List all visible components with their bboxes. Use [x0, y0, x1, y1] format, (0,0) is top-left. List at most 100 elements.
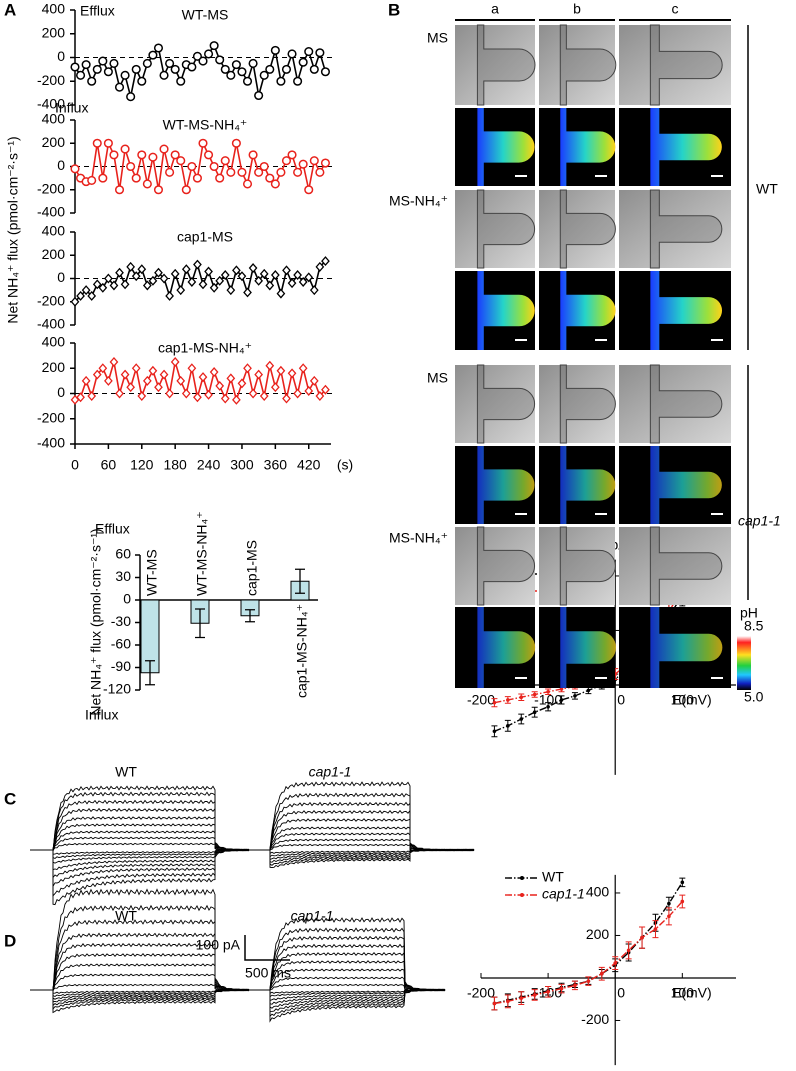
point — [87, 76, 97, 86]
point — [115, 267, 124, 278]
point — [506, 698, 510, 702]
point — [259, 391, 269, 402]
point — [137, 150, 147, 160]
current-trace — [30, 988, 250, 1007]
current-trace — [30, 931, 250, 992]
point — [148, 50, 158, 60]
y-tick-label: 200 — [42, 134, 66, 150]
y-tick-label: 200 — [42, 246, 66, 262]
point — [193, 259, 202, 270]
point — [254, 167, 264, 177]
brightfield-image — [619, 25, 731, 105]
column-label: a — [491, 1, 499, 17]
y-tick-label: -200 — [37, 409, 65, 425]
point — [304, 185, 314, 195]
annotation: Efflux — [80, 3, 115, 19]
point — [153, 43, 164, 53]
point — [220, 64, 230, 74]
series-line — [74, 361, 327, 403]
current-trace — [30, 973, 250, 992]
legend-label: cap1-1 — [542, 886, 585, 902]
point — [120, 144, 130, 154]
point — [126, 161, 136, 172]
point — [519, 717, 524, 721]
point — [298, 363, 308, 374]
root-hair-signal — [560, 607, 616, 688]
point — [181, 185, 191, 195]
point — [226, 70, 236, 80]
point — [98, 56, 108, 66]
root-hair — [649, 24, 723, 106]
point — [104, 273, 113, 284]
point — [248, 58, 258, 68]
point — [170, 268, 180, 279]
point — [98, 363, 108, 374]
point — [181, 264, 191, 275]
row-label: MS — [427, 370, 448, 386]
current-trace — [30, 988, 250, 1011]
point — [276, 288, 286, 299]
y-tick-label: 0 — [57, 48, 65, 64]
point — [304, 272, 314, 283]
point — [148, 365, 158, 376]
point — [126, 261, 136, 272]
point — [254, 90, 264, 101]
point — [181, 388, 191, 399]
point — [546, 989, 550, 994]
y-tick-label: -200 — [581, 1011, 609, 1027]
point — [640, 935, 644, 940]
brightfield-image — [455, 365, 535, 443]
trace-label: WT — [115, 908, 137, 924]
row-label: MS — [427, 30, 448, 46]
point — [304, 385, 314, 396]
x-tick-label: 420 — [297, 457, 321, 473]
row-label: MS-NH₄⁺ — [389, 530, 448, 546]
genotype-label: WT — [756, 181, 778, 197]
point — [270, 270, 280, 281]
point — [109, 356, 119, 367]
current-trace — [30, 988, 250, 1014]
point — [265, 360, 275, 371]
point — [209, 367, 219, 378]
point — [613, 961, 618, 965]
point — [237, 271, 247, 282]
point — [153, 185, 164, 195]
current-trace — [30, 785, 250, 852]
point — [519, 695, 524, 700]
point — [98, 282, 108, 293]
root-hair-signal — [477, 108, 535, 186]
root-hair-signal — [560, 271, 616, 350]
x-tick-label: 240 — [197, 457, 221, 473]
point — [315, 48, 325, 58]
y-tick-label: -400 — [37, 316, 65, 332]
point — [170, 64, 180, 74]
point — [92, 279, 102, 290]
point — [159, 273, 169, 284]
point — [492, 729, 497, 734]
point — [165, 58, 175, 68]
error-bar — [245, 609, 255, 623]
point — [532, 692, 537, 697]
brightfield-image — [539, 190, 615, 268]
y-tick-label: 60 — [115, 546, 131, 562]
brightfield-image — [539, 25, 615, 105]
y-tick-label: 0 — [57, 384, 65, 400]
point — [293, 388, 302, 399]
y-tick-label: 30 — [115, 568, 131, 584]
x-tick-label: 0 — [617, 692, 625, 708]
root-hair — [649, 364, 723, 444]
point — [220, 270, 230, 281]
current-trace — [30, 888, 250, 993]
point — [315, 167, 325, 177]
x-tick-label: 100 — [671, 985, 695, 1001]
y-tick-label: -200 — [37, 72, 65, 88]
brightfield-image — [619, 365, 731, 443]
point — [226, 373, 236, 384]
point — [137, 391, 147, 402]
brightfield-image — [455, 190, 535, 268]
colorbar-title: pH — [740, 605, 758, 621]
root-hair — [649, 526, 723, 606]
point — [115, 388, 124, 399]
current-trace — [245, 848, 475, 868]
